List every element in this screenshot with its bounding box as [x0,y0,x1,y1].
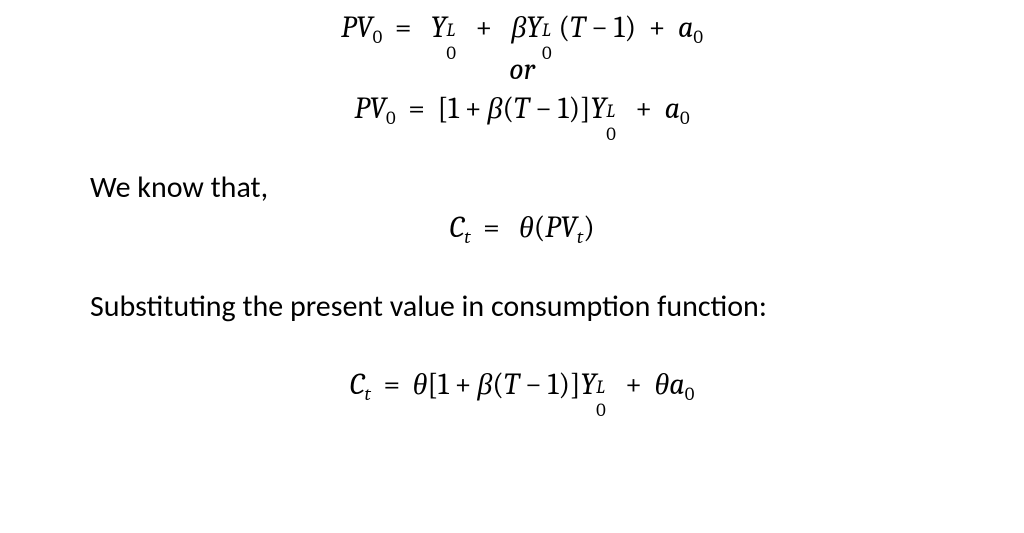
pv-symbol: PV [341,10,373,45]
equation-ct-theta-pvt: Ct = θ(PVt) [90,210,954,248]
text-substituting: Substituting the present value in consum… [90,288,954,325]
equation-pv0-expanded: PV0 = YL0 + βYL0(T−1) + a0 [90,10,954,48]
or-label: or [90,52,954,87]
page: PV0 = YL0 + βYL0(T−1) + a0 or PV0 = [1+β… [0,0,1024,425]
text-we-know: We know that, [90,169,954,206]
equation-pv0-factored: PV0 = [1+β(T−1)]YL0 + a0 [90,91,954,129]
equation-ct-final: Ct = θ[1+β(T−1)]YL0 + θa0 [90,367,954,405]
